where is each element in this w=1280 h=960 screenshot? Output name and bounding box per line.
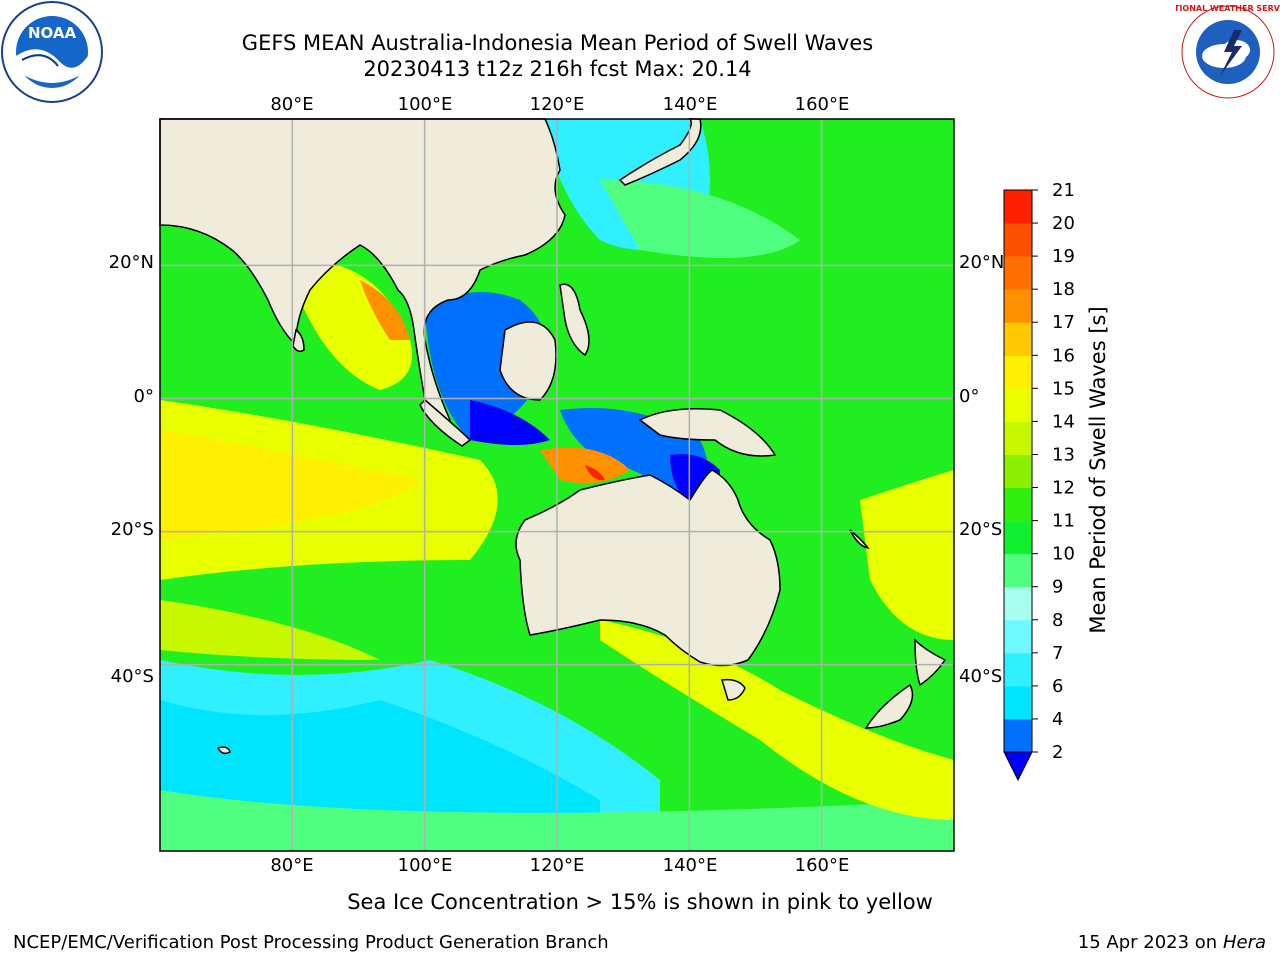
colorbar-tick-label: 14 (1052, 411, 1075, 432)
new-caledonia-island (849, 529, 870, 550)
colorbar-tick-label: 8 (1052, 610, 1063, 631)
lat-tick-right: 0° (959, 386, 979, 407)
landmasses (159, 118, 947, 755)
colorbar-tick-label: 20 (1052, 213, 1075, 234)
colorbar-block (1004, 553, 1032, 588)
timor-sea-orange (540, 447, 630, 484)
date-value: 15 Apr 2023 on (1077, 932, 1218, 953)
credit-text: NCEP/EMC/Verification Post Processing Pr… (13, 932, 609, 953)
colorbar-block (1004, 619, 1032, 654)
borneo-island (499, 321, 557, 401)
colorbar-block (1004, 256, 1032, 290)
indian-ocean-yellow-core (160, 430, 420, 540)
lon-tick-top: 160°E (795, 94, 850, 115)
colorbar-tick-label: 18 (1052, 279, 1075, 300)
colorbar-frame (1003, 189, 1033, 753)
chart-subtitle: 20230413 t12z 216h fcst Max: 20.14 (363, 57, 752, 81)
lat-tick-left: 40°S (111, 666, 154, 687)
colorbar-tick-label: 17 (1052, 312, 1075, 333)
lon-tick-bottom: 100°E (398, 855, 453, 876)
lon-tick-top: 120°E (530, 94, 585, 115)
new-guinea-island (638, 408, 777, 457)
lon-tick-bottom: 120°E (530, 855, 585, 876)
bay-of-bengal-yellow (300, 260, 412, 390)
sri-lanka-island (292, 328, 305, 353)
colorbar-tick-label: 21 (1052, 180, 1075, 201)
colorbar-tick-label: 12 (1052, 478, 1075, 499)
new-zealand-north-island (914, 638, 947, 687)
lat-tick-left: 0° (134, 386, 154, 407)
colorbar-ticks: 2 4 6 7 8 9 10 11 12 13 14 15 16 17 18 19 20 21 (1032, 180, 1075, 763)
lat-tick-right: 20°N (959, 252, 1004, 273)
colorbar-tick-label: 11 (1052, 511, 1075, 532)
colorbar-under-arrow (1003, 751, 1033, 782)
colorbar-tick-label: 19 (1052, 246, 1075, 267)
colorbar-block (1004, 520, 1032, 555)
host-name: Hera (1222, 932, 1266, 953)
colorbar-block (1004, 322, 1032, 356)
colorbar-tick-label: 10 (1052, 544, 1075, 565)
lon-tick-bottom: 140°E (663, 855, 718, 876)
colorbar-block (1004, 421, 1032, 455)
colorbar-block (1004, 454, 1032, 489)
tasmania-island (721, 678, 746, 701)
sea-ice-note: Sea Ice Concentration > 15% is shown in … (347, 890, 933, 914)
noaa-logo-text: NOAA (28, 24, 77, 42)
date-text: 15 Apr 2023 on Hera (1078, 932, 1266, 953)
nws-logo: NATIONAL WEATHER SERVICE (1176, 2, 1280, 102)
noaa-logo: NOAA (1, 1, 103, 103)
tasman-yellow (600, 620, 954, 820)
map-grid (160, 119, 954, 851)
lon-tick-bottom: 160°E (795, 855, 850, 876)
lon-tick-top: 100°E (398, 94, 453, 115)
new-zealand-south-island (864, 683, 914, 729)
colorbar-tick-label: 2 (1052, 742, 1063, 763)
lat-ticks-left: 20°N 0° 20°S 40°S (109, 252, 154, 687)
map-frame (159, 118, 955, 852)
nws-logo-text: NATIONAL WEATHER SERVICE (1176, 4, 1280, 13)
lat-ticks-right: 20°N 0° 20°S 40°S (959, 252, 1004, 687)
colorbar-tick-label: 16 (1052, 345, 1075, 366)
lon-tick-bottom: 80°E (270, 855, 313, 876)
colorbar-block (1004, 652, 1032, 687)
colorbar-tick-label: 7 (1052, 643, 1063, 664)
lon-ticks-top: 80°E 100°E 120°E 140°E 160°E (270, 94, 849, 115)
timor-sea-red (585, 465, 605, 481)
lon-tick-top: 80°E (270, 94, 313, 115)
lat-tick-right: 40°S (959, 666, 1002, 687)
coral-sea-yellow (860, 470, 954, 640)
australia-landmass (515, 469, 781, 667)
small-island-southwest (216, 746, 231, 755)
lon-ticks-bottom: 80°E 100°E 120°E 140°E 160°E (270, 855, 849, 876)
colorbar-tick-label: 13 (1052, 444, 1075, 465)
colorbar-block (1004, 190, 1032, 224)
chart-title: GEFS MEAN Australia-Indonesia Mean Perio… (241, 31, 874, 55)
southern-lime-band (160, 600, 380, 660)
colorbar-block (1004, 388, 1032, 422)
colorbar-block (1004, 685, 1032, 720)
colorbar-tick-label: 15 (1052, 378, 1075, 399)
colorbar-blocks (1003, 189, 1033, 782)
colorbar-block (1004, 586, 1032, 621)
colorbar-tick-label: 4 (1052, 709, 1063, 730)
bay-of-bengal-orange (360, 280, 410, 340)
colorbar-block (1004, 718, 1032, 753)
lat-tick-left: 20°S (111, 519, 154, 540)
lon-tick-top: 140°E (663, 94, 718, 115)
java-sea-blue (470, 400, 550, 445)
philippines-island (559, 283, 590, 357)
colorbar-tick-label: 6 (1052, 676, 1063, 697)
colorbar-block (1004, 223, 1032, 257)
colorbar-block (1004, 487, 1032, 522)
north-pacific-green (600, 180, 800, 258)
lat-tick-left: 20°N (109, 252, 154, 273)
colorbar-tick-label: 9 (1052, 577, 1063, 598)
colorbar-block (1004, 289, 1032, 323)
lat-tick-right: 20°S (959, 519, 1002, 540)
colorbar-label: Mean Period of Swell Waves [s] (1086, 306, 1110, 634)
colorbar-block (1004, 355, 1032, 389)
